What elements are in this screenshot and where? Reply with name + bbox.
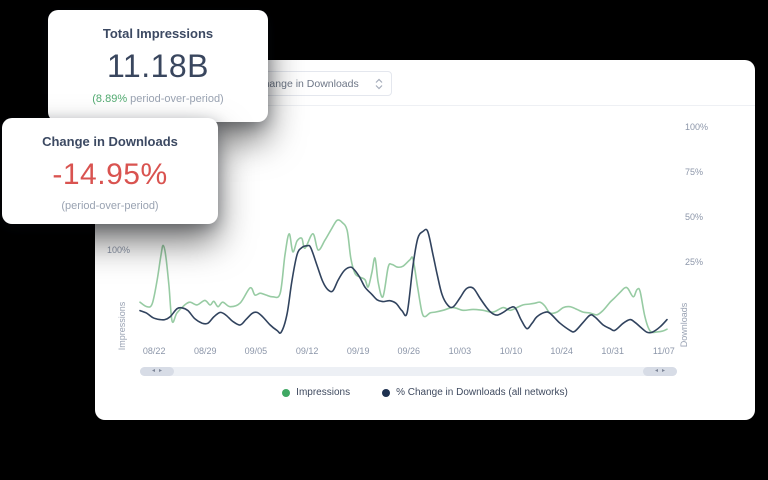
svg-text:09/12: 09/12	[296, 346, 319, 356]
card-title: Total Impressions	[102, 26, 214, 41]
change-in-downloads-value: -14.95%	[52, 158, 168, 191]
svg-text:11/07: 11/07	[653, 346, 675, 356]
total-impressions-value: 11.18B	[106, 48, 210, 84]
legend-dot	[382, 388, 391, 397]
legend-item-impressions[interactable]: Impressions	[282, 387, 350, 398]
svg-text:50%: 50%	[685, 212, 703, 222]
svg-text:09/26: 09/26	[398, 346, 421, 356]
svg-text:Impressions: Impressions	[117, 301, 127, 350]
chart-scrollbar[interactable]: ◂ ▸ ◂ ▸	[140, 367, 677, 376]
svg-text:10/03: 10/03	[449, 346, 472, 356]
card-title: Change in Downloads	[42, 134, 178, 149]
change-in-downloads-card: Change in Downloads -14.95% (period-over…	[2, 118, 218, 224]
legend-label: Impressions	[296, 387, 351, 398]
svg-text:10/10: 10/10	[500, 346, 523, 356]
svg-text:08/29: 08/29	[194, 346, 217, 356]
svg-text:100%: 100%	[685, 122, 708, 132]
card-subtitle: (8.89% period-over-period)	[48, 93, 268, 105]
svg-text:10/31: 10/31	[601, 346, 624, 356]
scroll-right-icon[interactable]: ▸	[159, 368, 163, 374]
svg-text:25%: 25%	[685, 257, 703, 267]
total-impressions-card: Total Impressions 11.18B (8.89% period-o…	[48, 10, 268, 122]
svg-text:Downloads: Downloads	[679, 302, 689, 347]
scroll-left-icon[interactable]: ◂	[654, 368, 658, 374]
legend-dot	[282, 388, 291, 397]
scroll-right-icon[interactable]: ▸	[662, 368, 666, 374]
panel-header: Change in Downloads	[95, 60, 755, 106]
legend-item-downloads[interactable]: % Change in Downloads (all networks)	[382, 387, 568, 398]
scrollbar-right-thumb[interactable]: ◂ ▸	[643, 367, 677, 376]
svg-text:100%: 100%	[107, 245, 130, 255]
select-caret-icon	[375, 78, 383, 90]
svg-text:75%: 75%	[685, 167, 703, 177]
period-label: period-over-period)	[127, 93, 224, 105]
metric-select-value: Change in Downloads	[256, 77, 359, 90]
metric-select[interactable]: Change in Downloads	[247, 71, 392, 96]
svg-text:09/05: 09/05	[245, 346, 268, 356]
period-change-value: (8.89%	[92, 93, 128, 105]
scroll-left-icon[interactable]: ◂	[151, 368, 155, 374]
scrollbar-left-thumb[interactable]: ◂ ▸	[140, 367, 174, 376]
chart-legend: Impressions % Change in Downloads (all n…	[95, 387, 755, 398]
svg-text:09/19: 09/19	[347, 346, 370, 356]
card-subtitle: (period-over-period)	[61, 200, 159, 212]
legend-label: % Change in Downloads (all networks)	[396, 387, 568, 398]
svg-text:08/22: 08/22	[143, 346, 166, 356]
svg-text:10/24: 10/24	[550, 346, 573, 356]
